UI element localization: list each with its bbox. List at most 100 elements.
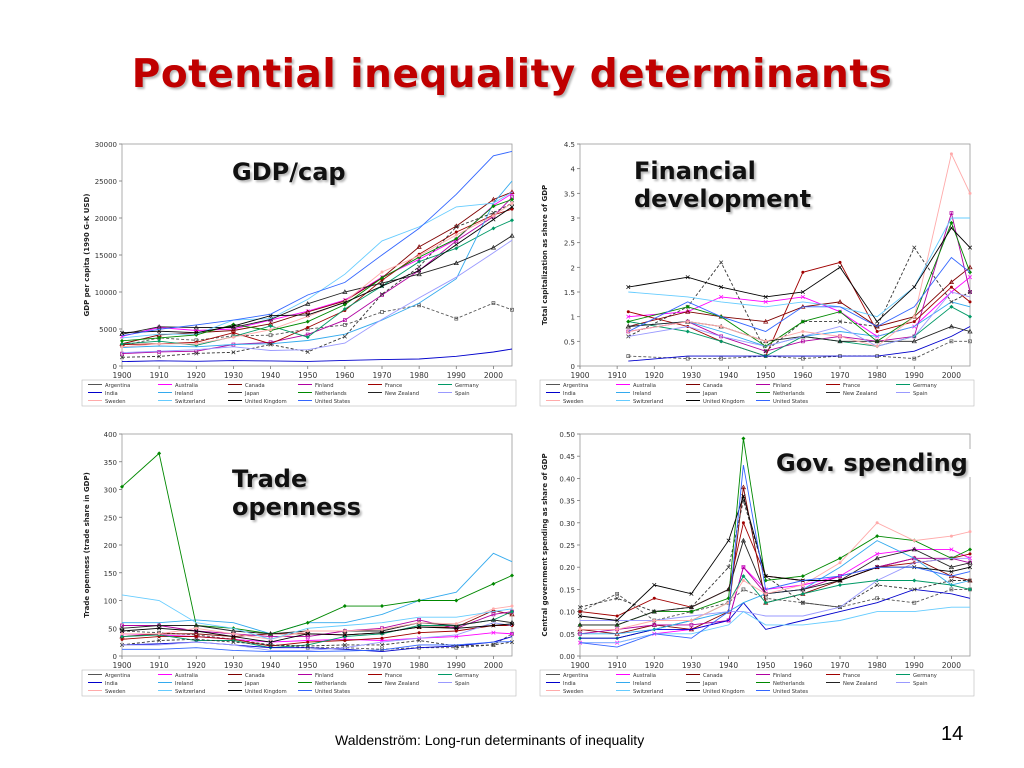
data-point [342, 289, 348, 294]
legend-label: Ireland [175, 681, 193, 687]
series-line-japan [121, 638, 513, 647]
data-point [120, 637, 124, 641]
data-point [231, 640, 236, 645]
x-tick-label: 1930 [682, 661, 701, 670]
data-point [157, 354, 162, 359]
y-tick-label: 250 [104, 514, 117, 522]
legend-label: Ireland [633, 681, 651, 687]
data-point [491, 301, 496, 305]
data-point [615, 591, 619, 596]
data-point [801, 329, 805, 333]
data-point [689, 609, 694, 614]
y-tick-label: 0.15 [559, 586, 575, 594]
data-point [342, 300, 347, 305]
data-point [615, 618, 620, 623]
legend-label: Japan [244, 391, 259, 397]
series-line-japan [628, 246, 971, 352]
data-point [491, 630, 496, 635]
series-line-sweden [628, 152, 971, 347]
x-tick-label: 2000 [484, 661, 503, 670]
data-point [268, 333, 273, 338]
legend-label: United States [315, 399, 350, 405]
data-point [764, 339, 768, 343]
y-tick-label: 400 [104, 431, 117, 439]
data-point [231, 335, 235, 339]
y-tick-label: 0.00 [559, 653, 575, 661]
data-point [491, 204, 496, 209]
legend-label: New Zealand [843, 391, 877, 397]
data-point [305, 642, 310, 647]
data-point [626, 314, 631, 319]
data-point [119, 330, 125, 335]
x-tick-label: 1900 [570, 371, 589, 380]
legend-label: United Kingdom [703, 689, 745, 695]
legend-label: Finland [315, 673, 334, 679]
data-point [509, 631, 515, 636]
data-point [968, 587, 972, 592]
data-point [626, 334, 631, 339]
legend-label: India [105, 391, 118, 397]
x-tick-label: 1990 [447, 371, 466, 380]
series-line-united-states [628, 256, 971, 332]
legend-label: India [563, 681, 576, 687]
data-point [764, 592, 768, 596]
legend-label: Switzerland [175, 399, 205, 405]
data-point [417, 598, 422, 603]
data-point [911, 546, 917, 552]
x-tick-label: 1920 [187, 661, 206, 670]
x-tick-label: 1990 [905, 371, 924, 380]
data-point [509, 621, 515, 626]
data-point [305, 309, 311, 314]
legend: Argentina Australia Canada Finland France Ger… [81, 379, 517, 407]
y-tick-label: 10000 [95, 289, 117, 297]
data-point [120, 623, 124, 628]
x-tick-label: 1970 [372, 661, 391, 670]
data-point [912, 600, 917, 605]
legend-label: France [385, 673, 402, 679]
legend-label: Ireland [175, 391, 193, 397]
financial-overlay-label: Financial development [634, 157, 812, 213]
data-point [689, 618, 693, 622]
data-point [685, 275, 690, 280]
data-point [453, 622, 459, 628]
x-tick-label: 2000 [942, 661, 961, 670]
slide-title: Potential inequality determinants [131, 52, 893, 97]
data-point [491, 226, 496, 231]
x-tick-label: 1910 [608, 661, 627, 670]
data-point [726, 565, 731, 570]
x-tick-label: 1930 [682, 371, 701, 380]
x-tick-label: 1990 [447, 661, 466, 670]
data-point [342, 334, 347, 339]
y-tick-label: 0.25 [559, 542, 575, 550]
data-point [417, 268, 422, 273]
data-point [968, 339, 972, 344]
series-line-germany [121, 219, 513, 346]
data-point [305, 620, 310, 625]
data-point [800, 289, 805, 295]
data-point [875, 534, 880, 539]
x-tick-label: 1910 [150, 371, 169, 380]
data-point [380, 627, 384, 631]
data-point [305, 301, 311, 306]
data-point [686, 320, 690, 324]
legend: Argentina Australia Canada Finland France Ger… [81, 669, 517, 697]
series-line-united-kingdom [628, 227, 971, 323]
data-point [417, 631, 421, 635]
data-point [838, 309, 842, 314]
legend-label: Australia [175, 673, 198, 679]
data-point [837, 338, 843, 344]
data-point [491, 642, 496, 647]
data-point [454, 629, 458, 633]
data-point [510, 609, 514, 614]
x-tick-label: 1920 [645, 371, 664, 380]
data-point [626, 319, 631, 324]
data-point [967, 565, 973, 570]
data-point [268, 640, 273, 645]
data-point [194, 342, 198, 346]
data-point [491, 612, 496, 617]
data-point [120, 341, 124, 346]
data-point [491, 623, 496, 628]
data-point [719, 260, 724, 265]
data-point [417, 264, 422, 269]
legend-label: New Zealand [385, 391, 419, 397]
